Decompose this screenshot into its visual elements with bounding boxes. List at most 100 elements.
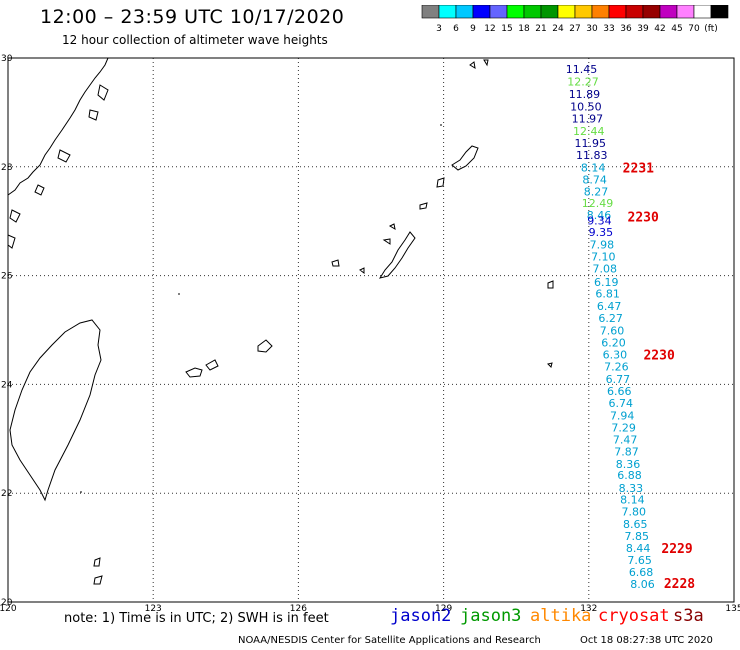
swh-value-label: 7.87	[614, 445, 639, 458]
swh-value-label: 8.27	[584, 185, 609, 198]
swh-value-label: 7.47	[613, 433, 638, 446]
swh-value-label: 8.44	[626, 542, 651, 555]
colorbar-label: 18	[518, 24, 530, 34]
time-label: 2228	[664, 577, 695, 592]
swh-value-label: 6.19	[594, 276, 619, 289]
colorbar-label: 36	[620, 24, 632, 34]
swh-value-label: 8.14	[620, 494, 645, 507]
lon-tick-label: 135	[725, 604, 740, 614]
amami-coastline	[451, 145, 479, 171]
legend-jason3: jason3	[460, 606, 522, 626]
swh-value-label: 6.74	[608, 397, 633, 410]
lon-tick-label: 120	[0, 604, 17, 614]
time-label: 2231	[623, 161, 654, 176]
swh-value-label: 6.81	[595, 288, 620, 301]
lon-tick-label: 129	[435, 604, 452, 614]
colorbar-label: 15	[501, 24, 512, 34]
swh-value-label: 7.85	[624, 530, 649, 543]
swh-value-label: 8.46	[587, 209, 612, 222]
colorbar-label: 12	[484, 24, 495, 34]
swh-value-label: 7.80	[622, 506, 647, 519]
footer-credit: NOAA/NESDIS Center for Satellite Applica…	[238, 635, 541, 646]
page-subtitle: 12 hour collection of altimeter wave hei…	[62, 33, 328, 47]
colorbar-label: 9	[470, 24, 476, 34]
swh-value-label: 8.65	[623, 518, 648, 531]
swh-value-label: 8.14	[581, 161, 606, 174]
swh-value-label: 12.49	[582, 197, 614, 210]
map-frame	[7, 57, 735, 603]
colorbar-label: 70	[688, 24, 700, 34]
lon-tick-label: 123	[145, 604, 162, 614]
swh-value-label: 11.83	[576, 149, 608, 162]
swh-value-label: 8.33	[619, 482, 644, 495]
colorbar-label: 30	[586, 24, 598, 34]
legend-cryosat: cryosat	[598, 606, 670, 626]
colorbar-label: (ft)	[704, 24, 718, 34]
lat-tick-label: 28	[1, 163, 13, 173]
swh-value-label: 7.08	[593, 263, 618, 276]
swh-value-label: 6.20	[601, 337, 626, 350]
swh-value-label: 8.74	[582, 173, 607, 186]
colorbar-label: 3	[436, 24, 442, 34]
swh-value-label: 11.95	[575, 137, 607, 150]
japan-coastline	[7, 57, 109, 196]
colorbar-label: 6	[453, 24, 459, 34]
colorbar-label: 39	[637, 24, 649, 34]
lon-tick-label: 126	[290, 604, 307, 614]
legend-altika: altika	[530, 606, 592, 626]
swh-value-label: 6.77	[606, 373, 631, 386]
misc-islets	[80, 59, 554, 585]
lat-tick-label: 24	[1, 380, 13, 390]
swh-value-label: 9.35	[589, 226, 614, 239]
swh-value-label: 7.60	[600, 325, 625, 338]
colorbar-label: 45	[671, 24, 682, 34]
swh-value-label: 10.50	[570, 100, 602, 113]
coastlines	[7, 57, 554, 585]
lat-tick-label: 20	[1, 598, 13, 608]
swh-value-label: 11.89	[569, 88, 601, 101]
colorbar-label: 21	[535, 24, 546, 34]
time-label: 2230	[628, 210, 659, 225]
swh-value-label: 6.66	[607, 385, 632, 398]
okinawa-coastline	[378, 231, 416, 279]
legend-jason2: jason2	[390, 606, 452, 626]
colorbar-label: 33	[603, 24, 614, 34]
lon-tick-label: 132	[580, 604, 597, 614]
taiwan-coastline	[9, 319, 102, 502]
time-label: 2229	[661, 542, 692, 557]
yaeyama-coastline	[185, 339, 273, 378]
time-label: 2230	[643, 348, 674, 363]
colorbar-swatch	[710, 5, 729, 19]
lat-tick-label: 30	[1, 54, 13, 64]
ryukyu-islets	[331, 177, 445, 274]
swh-value-label: 7.65	[627, 554, 652, 567]
swh-value-label: 7.29	[611, 421, 636, 434]
swh-value-label: 12.27	[567, 75, 599, 88]
swh-value-label: 6.88	[617, 469, 642, 482]
swh-value-label: 6.68	[629, 566, 654, 579]
swh-value-label: 6.47	[597, 300, 622, 313]
swh-value-label: 12.44	[573, 125, 605, 138]
lat-tick-label: 22	[1, 489, 12, 499]
swh-value-label: 6.27	[598, 312, 623, 325]
page-title: 12:00 – 23:59 UTC 10/17/2020	[40, 6, 345, 28]
swh-value-label: 7.98	[590, 239, 615, 252]
swh-value-label: 8.06	[630, 578, 655, 591]
swh-value-label: 7.10	[591, 251, 616, 264]
swh-value-label: 11.45	[566, 63, 598, 76]
colorbar: 3 6 9 12 15 18 21 24 27 30 33 36 39 42 45 70 (ft)	[421, 5, 729, 34]
colorbar-label: 42	[654, 24, 665, 34]
lat-tick-label: 26	[1, 272, 13, 282]
swh-value-label: 7.26	[604, 360, 629, 373]
swh-value-label: 9.34	[587, 215, 612, 228]
colorbar-label: 24	[552, 24, 564, 34]
note-text: note: 1) Time is in UTC; 2) SWH is in fe…	[64, 611, 329, 626]
japan-islands	[7, 84, 109, 249]
footer-timestamp: Oct 18 08:27:38 UTC 2020	[580, 635, 713, 646]
legend-s3a: s3a	[673, 606, 704, 626]
swh-value-label: 11.97	[572, 112, 604, 125]
swh-value-label: 6.30	[603, 348, 628, 361]
colorbar-label: 27	[569, 24, 580, 34]
swh-value-label: 8.36	[616, 458, 641, 471]
